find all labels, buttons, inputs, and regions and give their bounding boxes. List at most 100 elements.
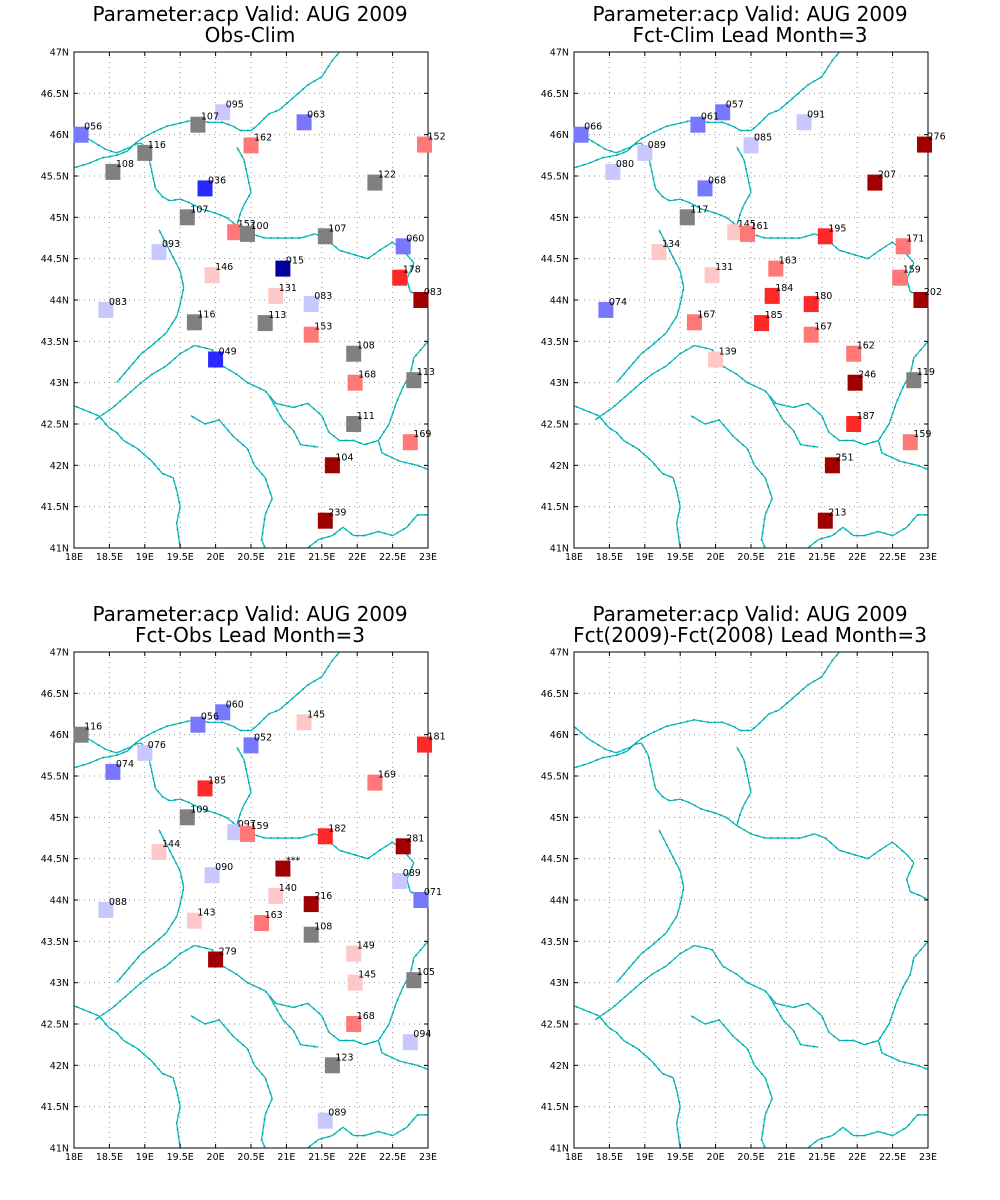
station-label: 083 bbox=[314, 291, 332, 302]
boundary-dot bbox=[191, 945, 194, 948]
boundary-dot bbox=[327, 665, 330, 668]
station-label: 152 bbox=[428, 132, 446, 143]
boundary-dot bbox=[102, 1013, 105, 1015]
boundary-dot bbox=[603, 147, 606, 150]
station-label: 251 bbox=[835, 452, 853, 463]
station-label: 060 bbox=[226, 699, 244, 710]
boundary-dot bbox=[235, 973, 238, 975]
boundary-dot bbox=[692, 416, 695, 419]
station-label: 131 bbox=[715, 262, 733, 273]
station-marker bbox=[346, 945, 362, 962]
boundary-dot bbox=[597, 744, 600, 746]
boundary-dots-group bbox=[575, 54, 927, 548]
boundary-line bbox=[236, 146, 252, 226]
station-marker bbox=[727, 224, 743, 241]
boundary-dot bbox=[263, 1145, 266, 1148]
boundary-dot bbox=[740, 154, 743, 157]
boundary-dot bbox=[296, 92, 299, 95]
boundary-dot bbox=[252, 984, 255, 987]
station-marker bbox=[917, 136, 932, 153]
boundary-dot bbox=[227, 723, 230, 726]
x-tick-label: 20E bbox=[207, 1152, 225, 1163]
boundary-dot bbox=[680, 896, 683, 898]
boundary-dot bbox=[580, 732, 583, 734]
x-tick-label: 21E bbox=[777, 552, 795, 563]
station-marker bbox=[402, 1034, 418, 1051]
boundary-dot bbox=[404, 461, 406, 464]
boundary-dot bbox=[675, 1121, 678, 1124]
boundary-dot bbox=[911, 260, 914, 262]
boundary-dot bbox=[877, 530, 879, 533]
boundary-dot bbox=[669, 850, 671, 852]
boundary-dot bbox=[227, 429, 230, 432]
y-tick-label: 47N bbox=[50, 648, 69, 659]
boundary-dot bbox=[267, 485, 269, 488]
boundary-dot bbox=[140, 381, 142, 384]
station-label: 131 bbox=[279, 283, 297, 294]
boundary-dot bbox=[411, 463, 413, 465]
boundary-dot bbox=[175, 521, 178, 524]
boundary-dot bbox=[181, 282, 184, 285]
station-label: 094 bbox=[413, 1029, 431, 1040]
station-label: 143 bbox=[197, 908, 215, 919]
boundary-dot bbox=[206, 810, 209, 812]
station-marker bbox=[208, 951, 224, 968]
boundary-dot bbox=[412, 960, 414, 963]
station-label: 185 bbox=[765, 310, 783, 321]
boundary-line bbox=[877, 340, 929, 441]
station-marker bbox=[402, 434, 418, 451]
boundary-dot bbox=[793, 430, 795, 433]
boundary-dot bbox=[661, 795, 664, 798]
boundary-dot bbox=[784, 837, 786, 839]
boundary-dot bbox=[610, 428, 612, 430]
boundary-dot bbox=[182, 889, 185, 892]
boundary-dot bbox=[391, 1012, 394, 1015]
boundary-dot bbox=[908, 872, 911, 875]
y-tick-label: 46.5N bbox=[541, 89, 569, 100]
boundary-dot bbox=[377, 530, 379, 533]
boundary-dot bbox=[276, 408, 278, 411]
station-marker bbox=[367, 174, 383, 191]
boundary-dot bbox=[235, 373, 238, 375]
boundary-dot bbox=[354, 254, 357, 256]
boundary-dot bbox=[663, 966, 666, 969]
boundary-dot bbox=[734, 726, 736, 729]
boundary-dot bbox=[177, 535, 180, 538]
boundary-dot bbox=[335, 846, 337, 849]
boundary-dot bbox=[350, 532, 353, 535]
y-tick-label: 46N bbox=[550, 130, 569, 141]
boundary-dot bbox=[252, 1061, 255, 1064]
station-label: 095 bbox=[226, 99, 244, 110]
station-label: 159 bbox=[913, 429, 931, 440]
boundary-dot bbox=[129, 991, 132, 993]
boundary-dot bbox=[177, 1114, 180, 1117]
boundary-dot bbox=[718, 1019, 720, 1021]
panel-subtitle: Fct-Clim Lead Month=3 bbox=[632, 23, 868, 47]
boundary-dot bbox=[424, 1067, 427, 1070]
y-tick-label: 44N bbox=[50, 896, 69, 907]
y-tick-label: 41N bbox=[550, 544, 569, 555]
station-label: 207 bbox=[878, 170, 896, 181]
boundary-dot bbox=[852, 1039, 855, 1042]
boundary-dot bbox=[622, 151, 625, 154]
boundary-dot bbox=[902, 386, 904, 389]
boundary-dot bbox=[240, 154, 243, 157]
station-marker bbox=[197, 180, 213, 197]
boundary-dot bbox=[296, 1037, 299, 1039]
boundary-dot bbox=[411, 860, 414, 862]
boundary-dot bbox=[261, 532, 264, 534]
boundary-dot bbox=[904, 1061, 906, 1064]
boundary-dot bbox=[879, 437, 881, 439]
boundary-dot bbox=[119, 1000, 121, 1003]
boundary-dot bbox=[652, 177, 655, 180]
boundary-dot bbox=[286, 702, 288, 704]
boundary-dot bbox=[883, 1132, 886, 1135]
boundary-dot bbox=[632, 361, 635, 364]
boundary-dot bbox=[116, 154, 118, 156]
boundary-dot bbox=[159, 831, 162, 834]
boundary-dot bbox=[679, 952, 682, 955]
boundary-dot bbox=[333, 533, 336, 535]
boundary-dot bbox=[667, 199, 670, 202]
boundary-dot bbox=[811, 233, 814, 236]
boundary-dot bbox=[768, 712, 771, 715]
